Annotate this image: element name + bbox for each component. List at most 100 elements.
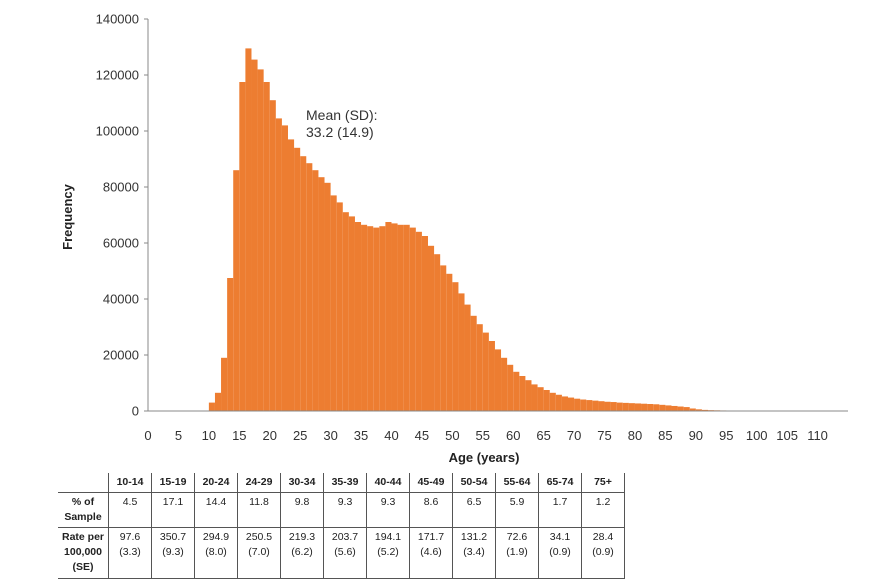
rate-cell: 72.6 (1.9) [495,527,539,579]
histogram-bar-age-24 [294,147,301,412]
rate-value: 72.6 [506,531,528,543]
x-tick-label: 80 [628,428,642,443]
histogram-bar-age-91 [701,409,708,411]
rate-cell: 34.1 (0.9) [538,527,582,579]
x-tick-label: 65 [536,428,550,443]
rate-se: (9.3) [162,546,184,558]
percent-sample-cell: 8.6 [409,492,453,528]
x-tick-label: 45 [415,428,429,443]
histogram-bar-age-52 [464,304,471,411]
y-tick-label: 40000 [103,292,139,307]
column-header: 40-44 [366,473,410,493]
y-tick-label: 0 [132,404,139,419]
column-header: 75+ [581,473,625,493]
x-tick-label: 30 [323,428,337,443]
histogram-bar-age-64 [537,387,544,411]
x-tick-labels: 0 5 10 15 20 25 30 35 40 45 50 55 60 65 70 75 80 85 90 95 10… [144,428,828,443]
histogram-bar-age-71 [580,399,587,411]
histogram-bar-age-65 [543,390,550,411]
histogram-bar-age-50 [452,282,459,411]
x-tick-label: 15 [232,428,246,443]
histogram-bar-age-13 [227,278,234,411]
histogram-bar-age-16 [245,48,252,412]
rate-value: 294.9 [202,531,230,543]
histogram-bar-age-34 [354,222,362,411]
histogram-bar-age-29 [324,182,331,411]
histogram-bar-age-53 [470,315,477,411]
rate-cell: 350.7 (9.3) [151,527,195,579]
x-tick-label: 70 [567,428,581,443]
rate-value: 131.2 [460,531,488,543]
histogram-bar-age-82 [647,404,654,411]
x-tick-label: 35 [354,428,368,443]
table-row-rate: Rate per 100,000 (SE) 97.6 (3.3) 350.7 (9.3… [58,527,625,579]
rate-se: (5.6) [334,546,356,558]
column-header: 45-49 [409,473,453,493]
percent-sample-cell: 9.8 [280,492,324,528]
x-tick-label: 10 [202,428,216,443]
histogram-bar-age-85 [665,405,672,411]
histogram-bar-age-57 [494,349,502,411]
percent-sample-cell: 17.1 [151,492,195,528]
histogram-bar-age-63 [531,384,538,411]
histogram-bar-age-89 [689,408,696,411]
histogram-bar-age-78 [622,402,629,411]
histogram-bar-age-49 [446,273,453,411]
histogram-bar-age-17 [251,59,258,411]
histogram-bar-age-80 [634,403,642,411]
rate-value: 194.1 [374,531,402,543]
rate-value: 250.5 [245,531,273,543]
histogram-bar-age-74 [598,401,605,411]
histogram-bar-age-51 [458,293,465,411]
histogram-bar-age-28 [318,177,325,411]
x-tick-label: 90 [689,428,703,443]
histogram-bar-age-25 [300,156,307,411]
histogram-bar-age-84 [659,404,666,411]
histogram-bar-age-79 [628,403,635,411]
histogram-bar-age-23 [288,139,295,411]
rate-se: (7.0) [248,546,270,558]
rate-se: (1.9) [506,546,528,558]
histogram-bar-age-10 [208,402,215,411]
histogram-bar-age-86 [671,405,678,411]
histogram-bar-age-40 [391,223,398,411]
histogram-bar-age-62 [525,380,532,411]
column-header: 24-29 [237,473,281,493]
histogram-bar-age-48 [440,265,447,411]
rate-se: (4.6) [420,546,442,558]
rate-cell: 294.9 (8.0) [194,527,238,579]
percent-sample-cell: 9.3 [366,492,410,528]
histogram-bars [208,48,824,412]
histogram-bar-age-35 [361,224,368,411]
y-tick-label: 60000 [103,236,139,251]
histogram-bar-age-61 [519,376,526,411]
histogram-bar-age-58 [501,357,508,411]
rate-se: (5.2) [377,546,399,558]
histogram-bar-age-69 [568,397,575,411]
histogram-bar-age-30 [330,195,337,411]
percent-sample-cell: 4.5 [108,492,152,528]
histogram-bar-age-36 [367,226,374,411]
table-header-row: 10-14 15-19 20-24 24-29 30-34 35-39 40-44 45-49… [58,473,625,493]
histogram-bar-age-90 [695,409,702,411]
rate-se: (0.9) [549,546,571,558]
histogram-bar-age-60 [513,371,520,411]
histogram-bar-age-39 [385,222,392,411]
histogram-bar-age-75 [604,401,611,411]
histogram-bar-age-81 [641,403,648,411]
histogram-bar-age-45 [421,236,428,411]
rate-se: (3.3) [119,546,141,558]
rate-se: (0.9) [592,546,614,558]
histogram-bar-age-59 [507,364,514,411]
histogram-bar-age-70 [574,398,581,411]
histogram-bar-age-21 [275,118,282,412]
histogram-bar-age-67 [555,394,562,411]
table-corner-cell [58,473,109,493]
x-axis-title: Age (years) [449,450,520,465]
histogram-bar-age-43 [409,227,416,411]
rate-value: 28.4 [592,531,614,543]
histogram-bar-age-33 [348,216,355,411]
histogram-bar-age-55 [482,332,489,411]
rate-value: 350.7 [159,531,187,543]
x-tick-label: 110 [807,428,828,443]
